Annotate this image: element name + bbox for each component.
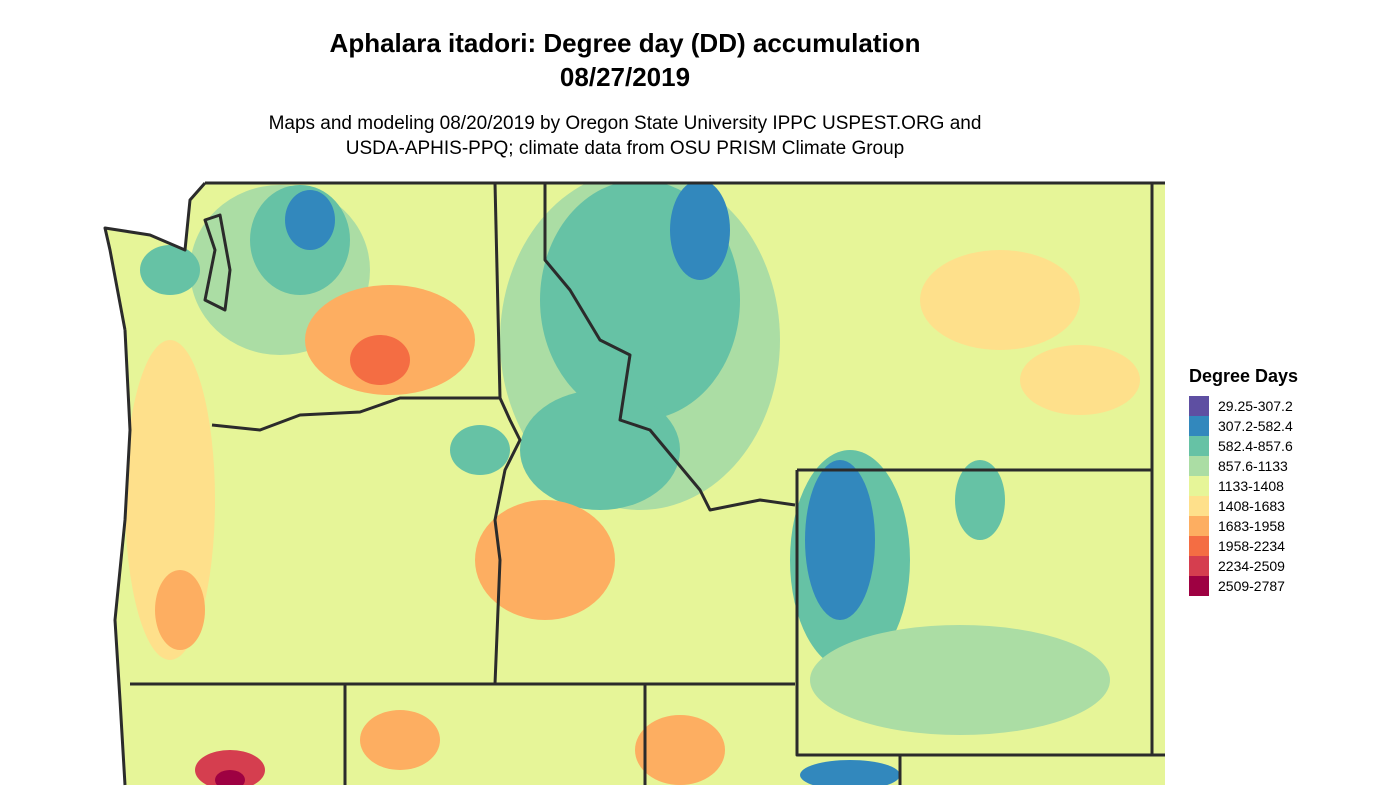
legend-swatch xyxy=(1189,456,1209,476)
legend-swatch xyxy=(1189,436,1209,456)
legend-label: 1683-1958 xyxy=(1218,518,1285,534)
legend-swatch xyxy=(1189,416,1209,436)
legend-label: 582.4-857.6 xyxy=(1218,438,1293,454)
legend-label: 1408-1683 xyxy=(1218,498,1285,514)
legend-items: 29.25-307.2 307.2-582.4 582.4-857.6 857.6-1… xyxy=(1189,396,1293,596)
title: Aphalara itadori: Degree day (DD) accumu… xyxy=(330,28,921,58)
legend-swatch xyxy=(1189,556,1209,576)
legend-label: 1133-1408 xyxy=(1218,478,1284,494)
map xyxy=(103,181,1165,786)
title: 08/27/2019 xyxy=(560,62,690,92)
legend-swatch xyxy=(1189,536,1209,556)
subtitle: Maps and modeling 08/20/2019 by Oregon S… xyxy=(269,113,982,134)
subtitle: USDA-APHIS-PPQ; climate data from OSU PR… xyxy=(346,138,905,159)
legend-label: 2234-2509 xyxy=(1218,558,1285,574)
legend-swatch xyxy=(1189,576,1209,596)
temperature-field xyxy=(125,183,1140,785)
legend-swatch xyxy=(1189,516,1209,536)
legend-swatch xyxy=(1189,496,1209,516)
legend-label: 1958-2234 xyxy=(1218,538,1285,554)
legend-swatch xyxy=(1189,476,1209,496)
legend-label: 2509-2787 xyxy=(1218,578,1285,594)
legend-label: 29.25-307.2 xyxy=(1218,398,1293,414)
legend-label: 857.6-1133 xyxy=(1218,458,1288,474)
legend-title: Degree Days xyxy=(1189,366,1298,386)
legend-swatch xyxy=(1189,396,1209,416)
legend-label: 307.2-582.4 xyxy=(1218,418,1293,434)
legend: Degree Days 29.25-307.2 307.2-582.4 582.4-… xyxy=(1189,366,1298,596)
